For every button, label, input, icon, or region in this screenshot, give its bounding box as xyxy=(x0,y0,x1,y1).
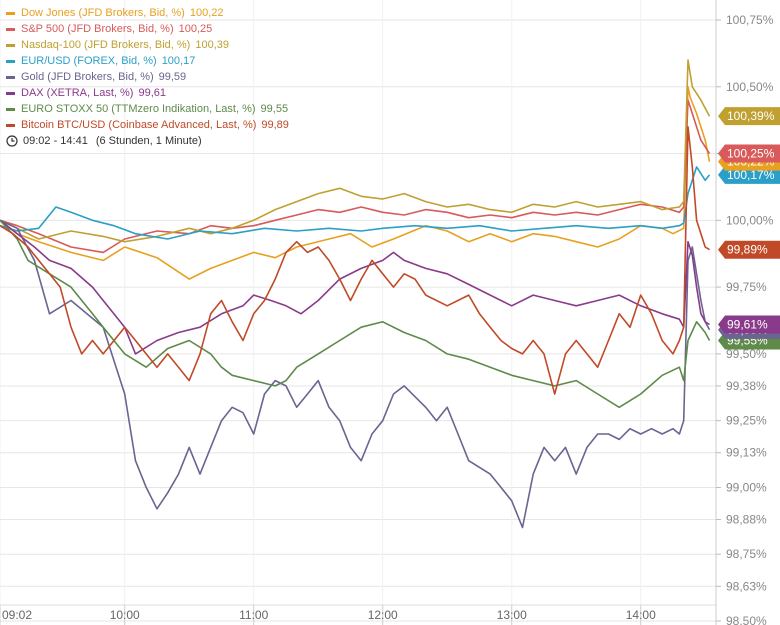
series-line-2 xyxy=(0,59,711,243)
legend-label: Bitcoin BTC/USD (Coinbase Advanced, Last… xyxy=(21,119,257,131)
legend-value: 99,61 xyxy=(138,87,167,99)
y-tick-label: 99,50% xyxy=(726,347,767,361)
legend-item-nasdaq100[interactable]: Nasdaq-100 (JFD Brokers, Bid, %) 100,39 xyxy=(6,37,289,53)
series-lines xyxy=(0,59,711,529)
legend-item-dow-jones[interactable]: Dow Jones (JFD Brokers, Bid, %) 100,22 xyxy=(6,5,289,21)
y-tick-label: 98,88% xyxy=(726,512,767,526)
legend-swatch xyxy=(6,91,15,95)
badge-label-1: 100,25% xyxy=(727,147,775,161)
legend-item-sp500[interactable]: S&P 500 (JFD Brokers, Bid, %) 100,25 xyxy=(6,21,289,37)
badge-label-7: 99,89% xyxy=(727,243,768,257)
legend-value: 100,17 xyxy=(161,55,196,67)
legend-label: EURO STOXX 50 (TTMzero Indikation, Last,… xyxy=(21,103,256,115)
y-tick-label: 99,25% xyxy=(726,414,767,428)
y-tick-label: 100,75% xyxy=(726,13,774,27)
legend-value: 99,89 xyxy=(261,119,289,131)
last-value-badges: 99,55%99,59%99,61%99,89%100,17%100,22%10… xyxy=(718,107,780,350)
badge-label-3: 100,17% xyxy=(727,168,775,182)
legend-value: 100,25 xyxy=(178,23,213,35)
legend-item-gold[interactable]: Gold (JFD Brokers, Bid, %) 99,59 xyxy=(6,69,289,85)
y-tick-label: 99,38% xyxy=(726,379,767,393)
legend-value: 99,59 xyxy=(158,71,187,83)
legend-label: DAX (XETRA, Last, %) xyxy=(21,87,134,99)
badge-bg-5 xyxy=(718,315,780,334)
legend-swatch xyxy=(6,11,15,15)
x-tick-label: 12:00 xyxy=(368,608,398,622)
legend-value: 100,39 xyxy=(195,39,229,51)
badge-bg-7 xyxy=(718,240,780,259)
x-tick-label: 11:00 xyxy=(239,608,268,622)
y-tick-label: 98,75% xyxy=(726,547,767,561)
series-line-6 xyxy=(0,219,711,409)
y-tick-label: 98,63% xyxy=(726,579,767,593)
y-tick-label: 98,50% xyxy=(726,614,767,625)
time-range: 09:02 - 14:41 (6 Stunden, 1 Minute) xyxy=(6,133,289,149)
time-range-label: 09:02 - 14:41 xyxy=(23,135,88,147)
y-axis: 100,75% 100,50% 100,25% 100,00% 99,75% 99,50%… xyxy=(715,0,774,625)
legend-label: S&P 500 (JFD Brokers, Bid, %) xyxy=(21,23,174,35)
legend-swatch xyxy=(6,43,15,47)
legend-swatch xyxy=(6,123,15,127)
legend-item-bitcoin[interactable]: Bitcoin BTC/USD (Coinbase Advanced, Last… xyxy=(6,117,289,133)
badge-bg-2 xyxy=(718,107,780,126)
series-line-1 xyxy=(0,99,711,254)
legend-swatch xyxy=(6,107,15,111)
y-tick-label: 100,50% xyxy=(726,80,774,94)
legend-swatch xyxy=(6,27,15,31)
x-axis: 09:02 10:00 11:00 12:00 13:00 14:00 xyxy=(0,604,716,625)
grid xyxy=(0,0,716,622)
badge-bg-1 xyxy=(718,144,780,163)
legend-value: 99,55 xyxy=(260,103,289,115)
legend-label: EUR/USD (FOREX, Bid, %) xyxy=(21,55,157,67)
series-line-3 xyxy=(0,166,711,240)
series-line-5 xyxy=(0,219,710,355)
legend-label: Nasdaq-100 (JFD Brokers, Bid, %) xyxy=(21,39,191,51)
x-tick-label: 10:00 xyxy=(110,608,140,622)
series-line-0 xyxy=(0,86,711,280)
legend-label: Gold (JFD Brokers, Bid, %) xyxy=(21,71,154,83)
series-line-4 xyxy=(0,219,711,529)
legend-swatch xyxy=(6,59,15,63)
legend-item-dax[interactable]: DAX (XETRA, Last, %) 99,61 xyxy=(6,85,289,101)
x-tick-label: 13:00 xyxy=(497,608,527,622)
y-tick-label: 100,00% xyxy=(726,213,774,227)
badge-label-2: 100,39% xyxy=(727,109,775,123)
series-line-7 xyxy=(0,126,710,395)
badge-label-5: 99,61% xyxy=(727,318,768,332)
x-tick-label: 14:00 xyxy=(626,608,656,622)
time-interval-label: (6 Stunden, 1 Minute) xyxy=(95,135,202,147)
legend-label: Dow Jones (JFD Brokers, Bid, %) xyxy=(21,7,185,19)
legend-value: 100,22 xyxy=(189,7,224,19)
y-tick-label: 99,00% xyxy=(726,480,767,494)
legend: Dow Jones (JFD Brokers, Bid, %) 100,22 S… xyxy=(6,5,289,149)
x-tick-label: 09:02 xyxy=(2,608,32,622)
y-tick-label: 99,13% xyxy=(726,446,767,460)
legend-item-eurusd[interactable]: EUR/USD (FOREX, Bid, %) 100,17 xyxy=(6,53,289,69)
legend-swatch xyxy=(6,75,15,79)
clock-icon xyxy=(6,135,18,147)
y-tick-label: 99,75% xyxy=(726,280,767,294)
legend-item-euro-stoxx-50[interactable]: EURO STOXX 50 (TTMzero Indikation, Last,… xyxy=(6,101,289,117)
